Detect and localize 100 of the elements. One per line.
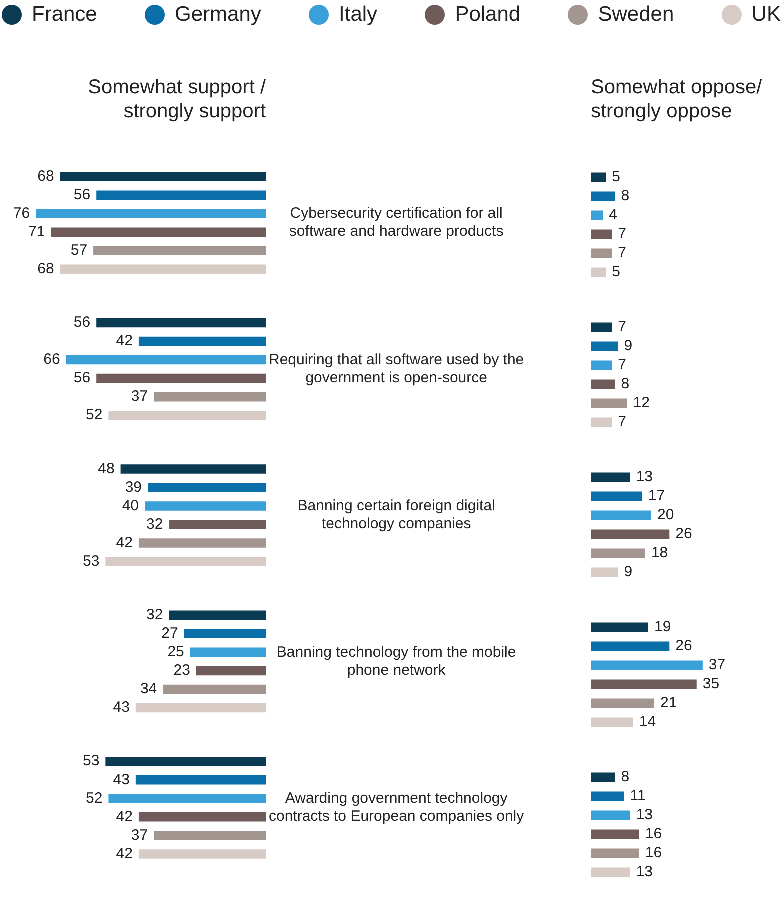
bar bbox=[51, 228, 266, 237]
data-label: 9 bbox=[624, 338, 633, 355]
data-label: 13 bbox=[636, 806, 654, 824]
bar bbox=[591, 342, 618, 352]
legend-label: UK bbox=[752, 3, 781, 27]
data-label: 11 bbox=[630, 788, 646, 805]
bar bbox=[591, 210, 604, 220]
data-label: 21 bbox=[660, 694, 678, 712]
data-label: 14 bbox=[639, 714, 656, 731]
bar bbox=[591, 810, 630, 820]
bar bbox=[591, 418, 612, 428]
bar bbox=[591, 568, 618, 578]
bar bbox=[184, 629, 266, 639]
bar bbox=[591, 698, 655, 708]
data-label: 7 bbox=[618, 226, 627, 243]
bar bbox=[591, 548, 646, 558]
data-label: 37 bbox=[131, 826, 148, 844]
bar bbox=[591, 492, 642, 502]
data-label: 43 bbox=[113, 771, 130, 788]
data-label: 32 bbox=[146, 606, 164, 624]
bar bbox=[36, 209, 266, 218]
data-label: 42 bbox=[116, 808, 133, 826]
legend-label: France bbox=[32, 3, 98, 27]
data-label: 42 bbox=[116, 332, 133, 350]
bar bbox=[591, 230, 612, 240]
bar bbox=[60, 172, 266, 182]
data-label: 7 bbox=[618, 318, 627, 336]
data-label: 7 bbox=[618, 414, 627, 431]
bar bbox=[106, 557, 266, 566]
legend-label: Poland bbox=[455, 3, 521, 27]
bar bbox=[591, 380, 616, 390]
bar bbox=[591, 680, 697, 690]
data-label: 68 bbox=[38, 260, 54, 278]
bar bbox=[591, 772, 616, 782]
bar bbox=[120, 464, 266, 474]
data-label: 12 bbox=[633, 394, 650, 412]
bar bbox=[106, 756, 266, 766]
bar bbox=[591, 398, 628, 408]
y-tick-label: Requiring that all software used by the government is open-source bbox=[268, 351, 524, 386]
data-label: 18 bbox=[651, 544, 668, 562]
bar bbox=[96, 190, 266, 200]
bar bbox=[94, 246, 266, 256]
bar bbox=[60, 264, 266, 274]
bar bbox=[148, 483, 266, 492]
bar bbox=[66, 355, 266, 365]
data-label: 8 bbox=[621, 188, 630, 205]
bar bbox=[138, 336, 266, 346]
bar bbox=[169, 610, 266, 620]
data-label: 16 bbox=[645, 826, 662, 843]
data-label: 37 bbox=[708, 656, 726, 674]
data-label: 8 bbox=[621, 376, 630, 393]
data-label: 56 bbox=[74, 370, 91, 387]
bar bbox=[591, 248, 612, 258]
y-tick-label: Banning certain foreign digital technology companies bbox=[298, 498, 496, 533]
data-label: 13 bbox=[636, 864, 654, 881]
y-tick-label: Cybersecurity certification for all software and hardware products bbox=[289, 205, 504, 240]
data-label: 66 bbox=[44, 351, 60, 368]
data-label: 32 bbox=[146, 516, 164, 533]
data-label: 34 bbox=[140, 680, 158, 698]
bar bbox=[591, 192, 616, 202]
data-label: 8 bbox=[621, 768, 630, 786]
data-label: 16 bbox=[645, 844, 662, 862]
data-label: 4 bbox=[609, 206, 618, 224]
bar bbox=[591, 530, 670, 540]
bar bbox=[591, 848, 640, 858]
chart-title: Somewhat oppose/ strongly oppose bbox=[591, 76, 763, 123]
data-label: 52 bbox=[86, 406, 103, 424]
data-label: 27 bbox=[162, 625, 178, 642]
bar bbox=[96, 318, 266, 328]
bar bbox=[591, 268, 606, 278]
data-label: 42 bbox=[116, 534, 133, 552]
bar bbox=[154, 392, 266, 402]
legend-label: Italy bbox=[339, 3, 378, 27]
bar bbox=[138, 538, 266, 548]
bar bbox=[591, 360, 612, 370]
data-label: 19 bbox=[654, 618, 672, 636]
bar bbox=[108, 410, 266, 420]
data-label: 13 bbox=[636, 468, 654, 486]
bar bbox=[108, 794, 266, 804]
legend-label: Sweden bbox=[598, 3, 674, 27]
data-label: 43 bbox=[113, 699, 130, 716]
y-tick-label: Banning technology from the mobile phone network bbox=[276, 644, 516, 679]
data-label: 25 bbox=[168, 644, 184, 661]
legend-label: Germany bbox=[175, 3, 262, 27]
data-label: 26 bbox=[676, 526, 692, 543]
data-label: 53 bbox=[82, 752, 100, 770]
data-label: 71 bbox=[28, 224, 46, 240]
bar bbox=[145, 502, 266, 511]
data-label: 40 bbox=[122, 497, 139, 514]
bar bbox=[138, 850, 266, 859]
bar bbox=[591, 322, 612, 332]
data-label: 35 bbox=[702, 676, 720, 693]
data-label: 68 bbox=[38, 168, 54, 185]
bar bbox=[169, 520, 266, 530]
data-label: 76 bbox=[13, 204, 30, 222]
data-label: 7 bbox=[618, 356, 627, 374]
data-label: 5 bbox=[612, 264, 620, 281]
bar bbox=[591, 472, 630, 482]
bar bbox=[136, 703, 266, 713]
bar bbox=[163, 684, 266, 694]
